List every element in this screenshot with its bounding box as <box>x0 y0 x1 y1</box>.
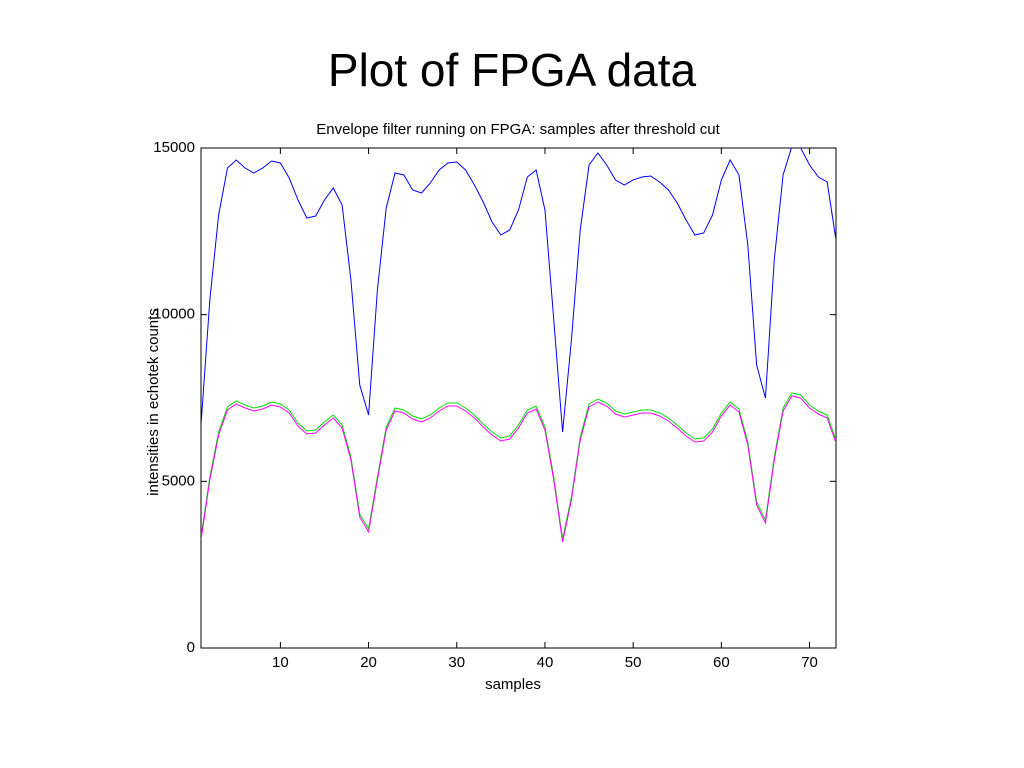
x-tick-label: 20 <box>360 654 377 671</box>
x-tick-label: 70 <box>801 654 818 671</box>
x-axis-label: samples <box>485 676 541 693</box>
y-axis-label: intensities in echotek counts <box>145 308 162 496</box>
y-tick-label: 0 <box>187 639 195 656</box>
y-tick-label: 5000 <box>162 472 195 489</box>
x-tick-label: 30 <box>448 654 465 671</box>
plot-frame <box>200 147 837 649</box>
slide-title: Plot of FPGA data <box>328 44 697 96</box>
x-tick-label: 50 <box>625 654 642 671</box>
series-line <box>201 395 836 543</box>
y-tick-label: 10000 <box>153 306 195 323</box>
series-line <box>201 148 836 433</box>
x-tick-label: 40 <box>537 654 554 671</box>
x-tick-label: 10 <box>272 654 289 671</box>
y-tick-label: 15000 <box>153 139 195 156</box>
chart-title: Envelope filter running on FPGA: samples… <box>316 121 720 138</box>
plot-area <box>201 148 836 543</box>
series-line <box>201 392 836 540</box>
x-tick-label: 60 <box>713 654 730 671</box>
